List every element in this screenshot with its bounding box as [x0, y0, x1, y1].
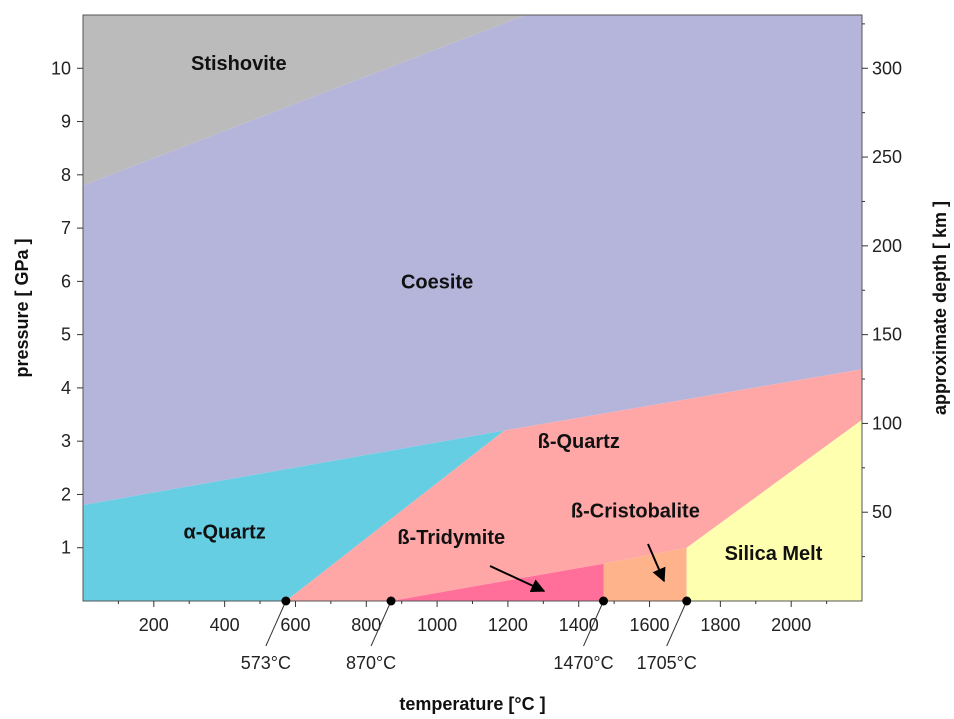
transition-leader	[370, 600, 392, 647]
x-tick-label: 600	[280, 615, 310, 635]
y2-tick-label: 250	[872, 147, 902, 167]
transition-label: 870°C	[346, 653, 396, 673]
region-label-quartz: ß-Quartz	[538, 431, 620, 453]
y-tick-label: 7	[61, 218, 71, 238]
y-tick-label: 3	[61, 431, 71, 451]
transition-point	[682, 596, 692, 606]
y2-tick-label: 300	[872, 58, 902, 78]
y-tick-label: 1	[61, 538, 71, 558]
cristobalite-arrow	[647, 543, 666, 583]
y-tick-label: 5	[61, 325, 71, 345]
y2-tick-label: 150	[872, 325, 902, 345]
x-tick-label: 800	[351, 615, 381, 635]
x-tick-label: 400	[210, 615, 240, 635]
region-cristobalite	[603, 547, 687, 601]
region-label-coesite: Coesite	[401, 271, 473, 293]
region-tridymite	[391, 563, 604, 601]
region-label-quartz: α-Quartz	[183, 522, 265, 544]
x-tick-label: 200	[139, 615, 169, 635]
y-tick-label: 9	[61, 112, 71, 132]
region-label-cristobalite: ß-Cristobalite	[571, 500, 700, 522]
y2-tick-label: 50	[872, 502, 892, 522]
y-tick-label: 10	[51, 58, 71, 78]
region-quartz	[83, 430, 505, 601]
y2-tick-label: 100	[872, 413, 902, 433]
y-tick-label: 4	[61, 378, 71, 398]
transition-point	[386, 596, 396, 606]
y-tick-label: 6	[61, 271, 71, 291]
region-label-tridymite: ß-Tridymite	[397, 527, 505, 549]
region-silica-melt	[686, 419, 862, 601]
x-tick-label: 1400	[559, 615, 599, 635]
transition-label: 573°C	[241, 653, 291, 673]
x-tick-label: 1200	[488, 615, 528, 635]
transition-leader	[265, 600, 287, 647]
x-tick-label: 1800	[700, 615, 740, 635]
transition-leader	[583, 600, 604, 647]
y2-axis-title: approximate depth [ km ]	[930, 201, 950, 415]
x-tick-label: 1000	[417, 615, 457, 635]
region-label-stishovite: Stishovite	[191, 53, 287, 75]
y-axis-title: pressure [ GPa ]	[12, 238, 32, 377]
transition-point	[281, 596, 291, 606]
region-label-silica-melt: Silica Melt	[725, 543, 823, 565]
transition-label: 1470°C	[553, 653, 613, 673]
transition-label: 1705°C	[637, 653, 697, 673]
x-axis-title: temperature [°C ]	[399, 694, 545, 714]
tridymite-arrow	[489, 565, 546, 593]
region-coesite	[83, 15, 862, 506]
transition-point	[599, 596, 609, 606]
region-quartz	[285, 369, 862, 601]
transition-leader	[666, 600, 688, 647]
y-tick-label: 2	[61, 484, 71, 504]
y2-tick-label: 200	[872, 236, 902, 256]
x-tick-label: 1600	[630, 615, 670, 635]
x-tick-label: 2000	[771, 615, 811, 635]
y-tick-label: 8	[61, 165, 71, 185]
